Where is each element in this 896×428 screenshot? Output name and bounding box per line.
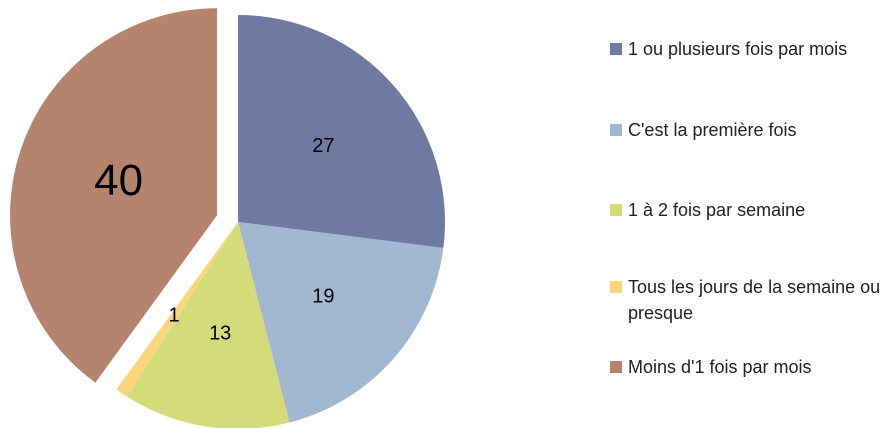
legend-item: Tous les jours de la semaine ou presque (610, 274, 890, 326)
legend-item: 1 à 2 fois par semaine (610, 197, 890, 223)
data-label: 27 (312, 135, 334, 157)
legend-label: C'est la première fois (628, 120, 797, 140)
pie-area: 27 19 13 1 40 (10, 8, 445, 428)
legend-item: Moins d'1 fois par mois (610, 354, 890, 380)
pie-slice (238, 15, 445, 248)
data-label: 40 (94, 156, 143, 205)
pie-slice (10, 8, 218, 383)
legend-item: 1 ou plusieurs fois par mois (610, 36, 890, 62)
legend-label: 1 ou plusieurs fois par mois (628, 39, 848, 59)
pie-slice (116, 222, 238, 397)
legend-label: Tous les jours de la semaine ou presque (628, 277, 881, 323)
legend-label: 1 à 2 fois par semaine (628, 200, 806, 220)
legend-swatch (610, 124, 622, 136)
pie-slice (127, 222, 290, 428)
legend-item: C'est la première fois (610, 117, 890, 143)
legend-label: Moins d'1 fois par mois (628, 357, 812, 377)
pie-slice (238, 222, 444, 423)
legend-swatch (610, 43, 622, 55)
legend-swatch (610, 204, 622, 216)
legend-swatch (610, 361, 622, 373)
legend-swatch (610, 281, 622, 293)
data-label: 13 (209, 323, 231, 345)
data-label: 19 (312, 286, 334, 308)
data-label: 1 (168, 304, 179, 326)
